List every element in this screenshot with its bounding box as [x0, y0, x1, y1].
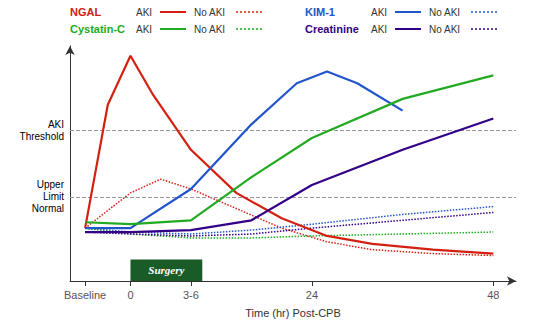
svg-text:AKI: AKI	[136, 24, 152, 35]
svg-text:AKI: AKI	[371, 7, 387, 18]
svg-text:Surgery: Surgery	[148, 264, 184, 276]
svg-text:Upper: Upper	[37, 179, 65, 190]
svg-text:AKI: AKI	[136, 7, 152, 18]
svg-text:Limit: Limit	[43, 191, 64, 202]
svg-text:KIM-1: KIM-1	[305, 6, 335, 18]
svg-text:No AKI: No AKI	[194, 7, 225, 18]
svg-text:No AKI: No AKI	[429, 24, 460, 35]
svg-text:AKI: AKI	[48, 119, 64, 130]
svg-text:48: 48	[487, 289, 499, 301]
svg-text:Cystatin-C: Cystatin-C	[70, 23, 125, 35]
svg-text:Threshold: Threshold	[20, 131, 64, 142]
svg-text:Normal: Normal	[32, 203, 64, 214]
svg-text:AKI: AKI	[371, 24, 387, 35]
svg-text:24: 24	[306, 289, 318, 301]
svg-text:Time (hr) Post-CPB: Time (hr) Post-CPB	[245, 307, 341, 319]
svg-text:Creatinine: Creatinine	[305, 23, 359, 35]
svg-text:No AKI: No AKI	[194, 24, 225, 35]
svg-text:3-6: 3-6	[183, 289, 199, 301]
svg-text:0: 0	[127, 289, 133, 301]
svg-text:No AKI: No AKI	[429, 7, 460, 18]
svg-text:Baseline: Baseline	[64, 289, 106, 301]
svg-text:NGAL: NGAL	[70, 6, 101, 18]
